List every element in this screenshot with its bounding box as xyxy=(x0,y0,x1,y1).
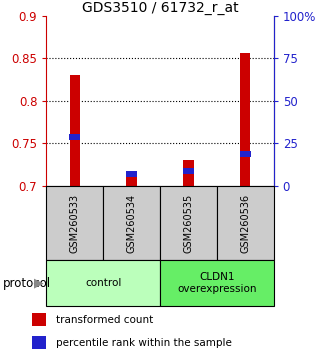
Bar xyxy=(46,260,160,306)
Title: GDS3510 / 61732_r_at: GDS3510 / 61732_r_at xyxy=(82,1,238,15)
Text: protocol: protocol xyxy=(3,277,51,290)
Text: GSM260536: GSM260536 xyxy=(240,193,250,253)
Bar xyxy=(46,186,103,260)
Bar xyxy=(240,53,250,186)
Bar xyxy=(240,150,251,156)
Text: CLDN1
overexpression: CLDN1 overexpression xyxy=(177,272,257,294)
Bar xyxy=(160,260,274,306)
Bar xyxy=(160,186,217,260)
Bar xyxy=(217,186,274,260)
Text: GSM260534: GSM260534 xyxy=(127,193,137,253)
Bar xyxy=(103,186,160,260)
Bar xyxy=(126,173,137,186)
Text: GSM260535: GSM260535 xyxy=(183,193,193,253)
Bar xyxy=(69,135,80,141)
Bar xyxy=(70,75,80,186)
Text: ▶: ▶ xyxy=(34,277,43,290)
Bar xyxy=(32,336,46,349)
Bar xyxy=(32,313,46,326)
Text: transformed count: transformed count xyxy=(56,315,153,325)
Text: GSM260533: GSM260533 xyxy=(70,193,80,253)
Bar xyxy=(126,171,137,177)
Bar xyxy=(183,167,194,173)
Text: control: control xyxy=(85,278,121,288)
Text: percentile rank within the sample: percentile rank within the sample xyxy=(56,337,232,348)
Bar xyxy=(183,160,194,186)
